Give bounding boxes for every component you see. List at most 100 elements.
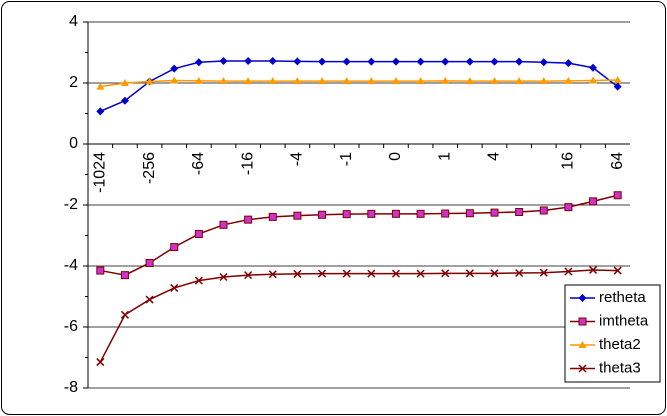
point	[416, 77, 425, 85]
y-tick-label: -4	[64, 257, 78, 274]
point	[170, 243, 179, 252]
point	[539, 206, 548, 215]
point	[391, 209, 400, 218]
point	[613, 191, 622, 200]
point	[96, 82, 105, 90]
x-tick-label: -1	[338, 152, 355, 166]
point	[145, 258, 154, 267]
point	[293, 77, 302, 85]
point	[194, 229, 203, 238]
point	[120, 96, 129, 105]
point	[318, 77, 327, 85]
point	[268, 57, 277, 66]
point	[564, 267, 573, 276]
point	[219, 57, 228, 66]
point	[318, 57, 327, 66]
point	[539, 77, 548, 85]
point	[564, 203, 573, 212]
point	[367, 77, 376, 85]
point	[194, 276, 203, 285]
point	[515, 57, 524, 66]
point	[318, 269, 327, 278]
x-tick-label: -4	[289, 152, 306, 166]
point	[145, 77, 154, 85]
point	[416, 269, 425, 278]
point	[367, 57, 376, 66]
point	[244, 215, 253, 224]
point	[465, 57, 474, 66]
point	[416, 209, 425, 218]
point	[589, 63, 598, 72]
point	[293, 57, 302, 66]
legend-marker	[578, 317, 587, 326]
point	[490, 208, 499, 217]
point	[441, 209, 450, 218]
point	[318, 210, 327, 219]
point	[515, 268, 524, 278]
x-tick-label: -64	[190, 152, 207, 175]
y-tick-label: 2	[69, 74, 78, 91]
point	[170, 76, 179, 84]
point	[490, 77, 499, 85]
point	[219, 272, 228, 282]
point	[244, 271, 253, 280]
x-tick-label: 0	[387, 152, 404, 161]
legend-marker	[578, 341, 587, 348]
point	[96, 358, 105, 367]
point	[391, 57, 400, 66]
y-tick-label: 4	[69, 13, 78, 30]
point	[490, 269, 499, 278]
point	[120, 79, 129, 86]
point	[120, 310, 129, 319]
point	[416, 57, 425, 66]
point	[441, 269, 450, 278]
point	[589, 76, 598, 84]
point	[539, 268, 548, 277]
legend-label: theta3	[599, 359, 641, 376]
point	[194, 76, 203, 84]
point	[564, 76, 573, 84]
y-tick-label: -6	[64, 318, 78, 335]
point	[613, 266, 622, 275]
point	[268, 212, 277, 221]
point	[145, 295, 154, 304]
x-tick-label: 16	[560, 152, 577, 170]
y-tick-label: -8	[64, 379, 78, 396]
point	[539, 58, 548, 67]
legend-marker	[578, 364, 587, 373]
point	[244, 57, 253, 66]
legend-label: theta2	[599, 336, 641, 353]
x-tick-label: 64	[609, 152, 626, 170]
point	[342, 269, 351, 278]
point	[465, 77, 474, 85]
point	[391, 269, 400, 278]
point	[342, 210, 351, 219]
point	[268, 270, 277, 279]
x-tick-label: -256	[141, 152, 158, 184]
y-tick-label: -2	[64, 196, 78, 213]
x-tick-label: 1	[436, 152, 453, 161]
point	[219, 77, 228, 85]
legend-label: imtheta	[599, 312, 649, 329]
point	[564, 59, 573, 68]
point	[120, 271, 129, 280]
legend-label: retheta	[599, 289, 646, 306]
point	[465, 269, 474, 278]
point	[367, 269, 376, 278]
point	[96, 266, 105, 275]
point	[441, 76, 450, 84]
point	[244, 77, 253, 85]
series-line	[99, 269, 618, 363]
point	[589, 265, 598, 274]
legend: retheta imtheta theta2 theta3	[564, 284, 661, 383]
y-tick-label: 0	[69, 135, 78, 152]
point	[170, 64, 179, 73]
series-line	[100, 194, 618, 276]
series-line	[100, 60, 619, 113]
series-line	[100, 79, 618, 88]
point	[342, 57, 351, 66]
point	[515, 208, 524, 217]
point	[465, 209, 474, 218]
